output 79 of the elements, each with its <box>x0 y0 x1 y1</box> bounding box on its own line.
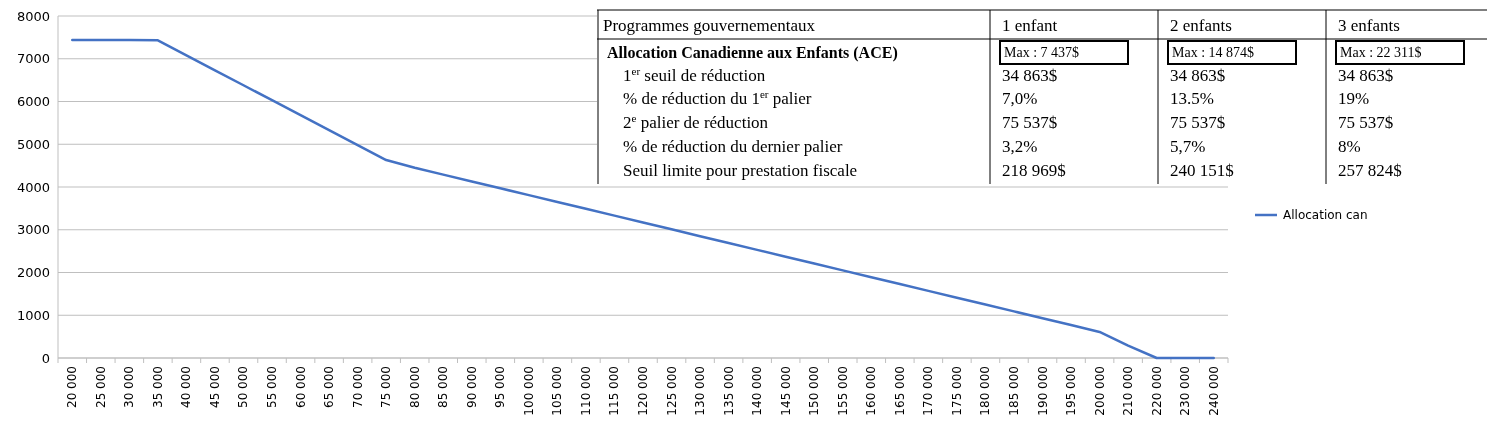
text: 257 824$ <box>1338 160 1402 180</box>
x-tick-label: 85 000 <box>436 366 451 408</box>
y-tick-label: 3000 <box>16 222 50 238</box>
x-tick-label: 120 000 <box>636 366 650 416</box>
annotation: 34 863$ <box>1002 65 1058 85</box>
annotation: % de réduction du 1$^{er}$ palier <box>623 87 812 108</box>
x-tick-label: 145 000 <box>778 366 793 416</box>
annotation: 7,0% <box>1002 88 1038 108</box>
x-tick-label: 130 000 <box>693 366 708 416</box>
x-tick-label: 95 000 <box>493 366 508 408</box>
x-tick-label: 60 000 <box>293 366 308 408</box>
annotation: Max : 7 437$ <box>1004 44 1080 60</box>
x-tick-label: 25 000 <box>93 366 108 408</box>
x-tick-label: 70 000 <box>350 366 365 408</box>
annotation: 1 enfant <box>1002 15 1058 35</box>
x-tick-label: 160 000 <box>864 366 879 416</box>
x-tick-label: 190 000 <box>1035 366 1050 416</box>
y-tick-label: 8000 <box>16 8 50 24</box>
annotation: Programmes gouvernementaux <box>603 15 816 35</box>
text: 3 enfants <box>1338 15 1400 35</box>
x-tick-label: 55 000 <box>265 366 280 408</box>
x-tick-label: 135 000 <box>721 366 736 416</box>
x-tick-label: 75 000 <box>379 366 394 408</box>
x-tick-label: 125 000 <box>664 366 679 416</box>
annotation: 2$^{e}$ palier de réduction <box>623 111 769 132</box>
x-tick-label: 170 000 <box>921 366 936 416</box>
x-tick-label: 90 000 <box>464 366 479 408</box>
text: 75 537$ <box>1338 112 1394 132</box>
x-tick-label: 240 000 <box>1206 366 1221 416</box>
x-tick-label: 140 000 <box>750 366 765 416</box>
annotation: 1$^{er}$ seuil de réduction <box>623 64 766 85</box>
x-tick-label: 50 000 <box>236 366 251 408</box>
x-tick-label: 220 000 <box>1149 366 1164 416</box>
x-tick-label: 230 000 <box>1178 366 1193 416</box>
y-tick-label: 7000 <box>16 51 50 67</box>
annotation: % de réduction du dernier palier <box>623 136 843 156</box>
x-tick-label: 45 000 <box>207 366 222 408</box>
annotation: 34 863$ <box>1170 65 1226 85</box>
annotation: 75 537$ <box>1002 112 1058 132</box>
annotation: 5,7% <box>1170 136 1206 156</box>
x-tick-label: 20 000 <box>65 366 80 408</box>
annotation: Max : 14 874$ <box>1172 44 1255 60</box>
x-tick-label: 35 000 <box>150 366 165 408</box>
x-tick-label: 100 000 <box>521 366 536 416</box>
annotation: 2 enfants <box>1170 15 1232 35</box>
annotation: 13.5% <box>1170 88 1214 108</box>
y-tick-label: 6000 <box>16 94 50 110</box>
y-tick-label: 5000 <box>16 136 50 152</box>
y-tick-label: 0 <box>41 350 50 366</box>
x-tick-label: 80 000 <box>407 366 422 408</box>
y-tick-label: 4000 <box>16 179 50 195</box>
x-tick-label: 200 000 <box>1092 366 1107 416</box>
annotation: 3,2% <box>1002 136 1038 156</box>
annotation: Seuil limite pour prestation fiscale <box>623 160 858 180</box>
x-tick-label: 175 000 <box>949 366 964 416</box>
annotation: 75 537$ <box>1170 112 1226 132</box>
x-tick-label: 165 000 <box>892 366 907 416</box>
x-tick-label: 150 000 <box>807 366 822 416</box>
text: Max : 22 311$ <box>1340 44 1422 60</box>
x-tick-label: 210 000 <box>1121 366 1136 416</box>
x-tick-label: 40 000 <box>179 366 194 408</box>
x-tick-label: 180 000 <box>978 366 993 416</box>
x-tick-label: 155 000 <box>835 366 850 416</box>
x-tick-label: 30 000 <box>122 366 137 408</box>
x-tick-label: 110 000 <box>578 366 593 416</box>
y-tick-label: 2000 <box>16 265 50 281</box>
x-tick-label: 185 000 <box>1006 366 1021 416</box>
y-tick-label: 1000 <box>16 307 50 323</box>
annotation: Allocation Canadienne aux Enfants (ACE) <box>607 43 898 62</box>
x-tick-label: 105 000 <box>550 366 565 416</box>
annotation: 218 969$ <box>1002 160 1066 180</box>
text: 8% <box>1338 136 1361 156</box>
x-tick-label: 115 000 <box>607 366 622 416</box>
x-tick-label: 195 000 <box>1064 366 1079 416</box>
x-tick-label: 65 000 <box>322 366 337 408</box>
annotation: 240 151$ <box>1170 160 1234 180</box>
text: 19% <box>1338 88 1370 108</box>
legend-label: Allocation can <box>1283 208 1368 223</box>
text: 34 863$ <box>1338 65 1394 85</box>
